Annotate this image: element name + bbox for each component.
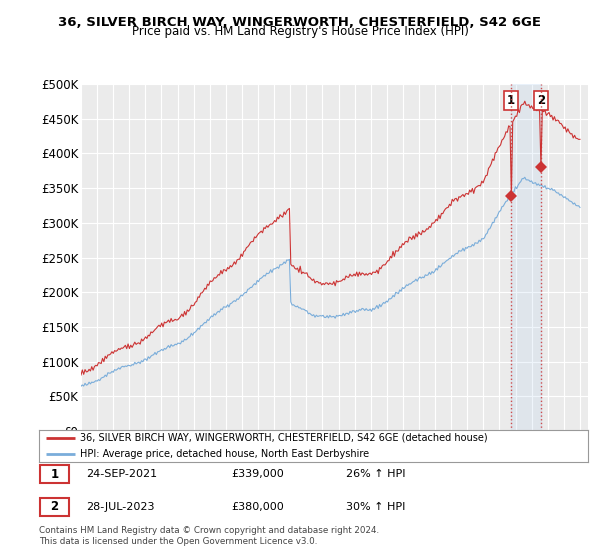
Text: 36, SILVER BIRCH WAY, WINGERWORTH, CHESTERFIELD, S42 6GE: 36, SILVER BIRCH WAY, WINGERWORTH, CHEST…	[59, 16, 542, 29]
Text: 36, SILVER BIRCH WAY, WINGERWORTH, CHESTERFIELD, S42 6GE (detached house): 36, SILVER BIRCH WAY, WINGERWORTH, CHEST…	[80, 433, 488, 442]
Text: 1: 1	[507, 95, 515, 108]
Text: Contains HM Land Registry data © Crown copyright and database right 2024.
This d: Contains HM Land Registry data © Crown c…	[39, 526, 379, 546]
Text: 1: 1	[50, 468, 58, 481]
Text: HPI: Average price, detached house, North East Derbyshire: HPI: Average price, detached house, Nort…	[80, 449, 370, 459]
Text: 28-JUL-2023: 28-JUL-2023	[86, 502, 154, 512]
Text: 24-SEP-2021: 24-SEP-2021	[86, 469, 157, 479]
FancyBboxPatch shape	[40, 498, 68, 516]
FancyBboxPatch shape	[40, 465, 68, 483]
Text: 26% ↑ HPI: 26% ↑ HPI	[346, 469, 406, 479]
Text: 2: 2	[537, 95, 545, 108]
Text: £339,000: £339,000	[231, 469, 284, 479]
Text: 2: 2	[50, 500, 58, 514]
Text: Price paid vs. HM Land Registry's House Price Index (HPI): Price paid vs. HM Land Registry's House …	[131, 25, 469, 38]
Bar	[511, 84, 541, 431]
Text: 30% ↑ HPI: 30% ↑ HPI	[346, 502, 406, 512]
Text: £380,000: £380,000	[231, 502, 284, 512]
